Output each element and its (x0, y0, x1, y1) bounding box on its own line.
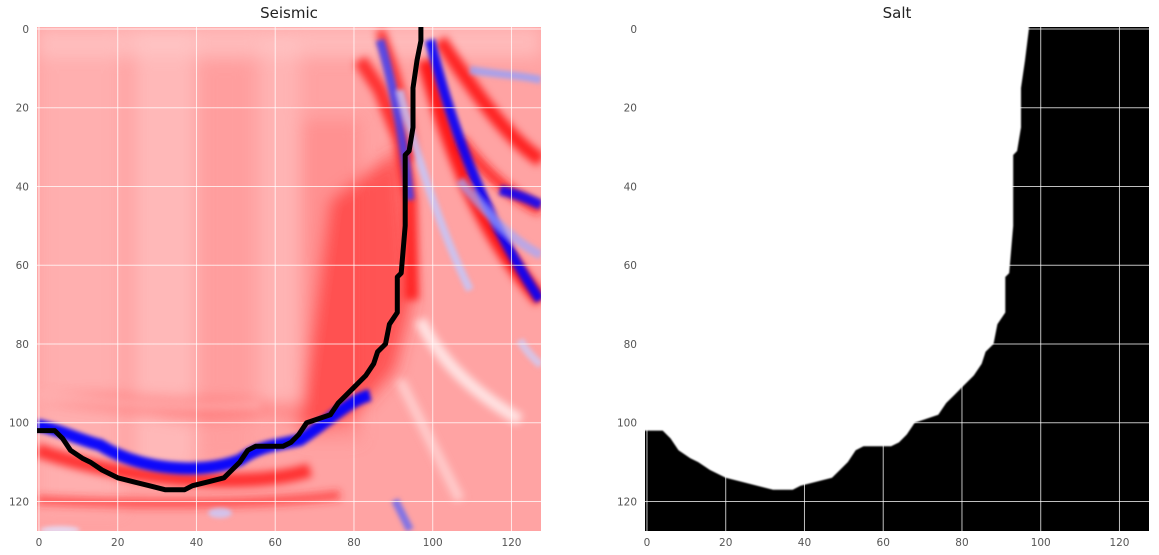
salt-region (645, 27, 1029, 490)
y-tick-label: 20 (624, 103, 637, 115)
seismic-image (37, 27, 541, 531)
x-tick-label: 120 (1109, 537, 1129, 549)
y-tick-label: 80 (624, 339, 637, 351)
y-tick-label: 0 (630, 24, 637, 36)
y-tick-label: 20 (16, 103, 29, 115)
x-tick-label: 40 (798, 537, 811, 549)
x-tick-label: 20 (719, 537, 732, 549)
x-tick-label: 40 (190, 537, 203, 549)
seismic-y-axis: 0 20 40 60 80 100 120 (9, 24, 29, 509)
x-tick-label: 60 (269, 537, 282, 549)
salt-mask-image (645, 27, 1149, 531)
seismic-title: Seismic (260, 4, 318, 22)
y-tick-label: 80 (16, 339, 29, 351)
y-tick-label: 40 (624, 181, 637, 193)
x-tick-label: 0 (36, 537, 43, 549)
salt-boundary-contour (37, 27, 424, 493)
y-tick-label: 0 (22, 24, 29, 36)
salt-panel: Salt 0 20 40 60 80 100 120 0 20 40 60 80 100 120 (617, 4, 1149, 549)
seismic-grid (37, 27, 541, 531)
y-tick-label: 60 (16, 260, 29, 272)
salt-y-axis: 0 20 40 60 80 100 120 (617, 24, 637, 509)
x-tick-label: 0 (644, 537, 651, 549)
y-tick-label: 40 (16, 181, 29, 193)
x-tick-label: 80 (347, 537, 360, 549)
x-tick-label: 100 (1031, 537, 1051, 549)
salt-grid (645, 27, 1149, 531)
x-tick-label: 120 (501, 537, 521, 549)
y-tick-label: 120 (617, 496, 637, 508)
x-tick-label: 20 (111, 537, 124, 549)
x-tick-label: 60 (877, 537, 890, 549)
salt-title: Salt (883, 4, 912, 22)
seismic-panel: Seismic (9, 4, 541, 549)
x-tick-label: 80 (955, 537, 968, 549)
seismic-reflectors (37, 28, 541, 509)
y-tick-label: 120 (9, 496, 29, 508)
y-tick-label: 100 (617, 418, 637, 430)
y-tick-label: 60 (624, 260, 637, 272)
salt-x-axis: 0 20 40 60 80 100 120 (644, 537, 1130, 549)
y-tick-label: 100 (9, 418, 29, 430)
seismic-x-axis: 0 20 40 60 80 100 120 (36, 537, 522, 549)
x-tick-label: 100 (423, 537, 443, 549)
